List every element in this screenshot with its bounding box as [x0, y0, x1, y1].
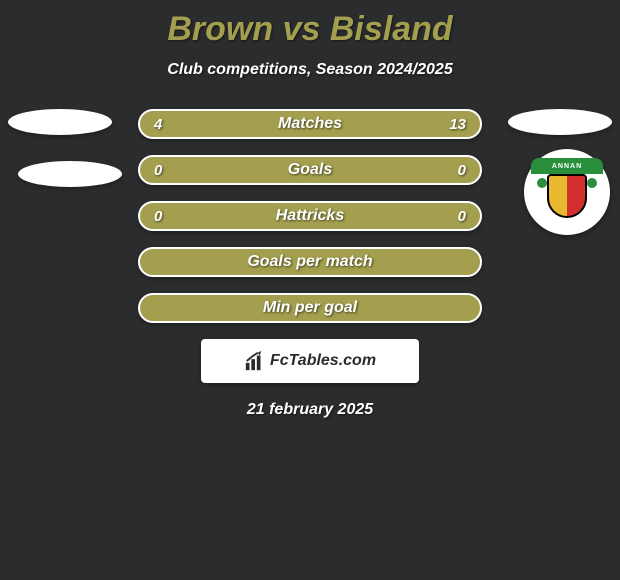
team-crest-right: ANNAN: [524, 149, 610, 235]
brand-text: FcTables.com: [270, 352, 376, 370]
stat-label: Goals: [288, 161, 332, 179]
chart-area: ANNAN 4 Matches 13 0 Goals 0 0 Hattricks…: [0, 109, 620, 419]
crest-banner: ANNAN: [531, 158, 603, 174]
stat-label: Goals per match: [247, 253, 372, 271]
stat-row-min-per-goal: Min per goal: [138, 293, 482, 323]
stat-left-value: 0: [154, 208, 162, 225]
player-left-avatar-1: [8, 109, 112, 135]
stat-row-goals-per-match: Goals per match: [138, 247, 482, 277]
player-left-avatar-2: [18, 161, 122, 187]
stat-left-value: 4: [154, 116, 162, 133]
stat-left-value: 0: [154, 162, 162, 179]
chart-icon: [244, 350, 266, 372]
stat-right-value: 0: [458, 162, 466, 179]
crest-graphic: ANNAN: [537, 162, 597, 222]
player-right-avatar-1: [508, 109, 612, 135]
widget-container: Brown vs Bisland Club competitions, Seas…: [0, 0, 620, 429]
stat-row-goals: 0 Goals 0: [138, 155, 482, 185]
date-label: 21 february 2025: [10, 401, 610, 419]
stat-row-hattricks: 0 Hattricks 0: [138, 201, 482, 231]
stat-right-value: 13: [449, 116, 466, 133]
brand-badge[interactable]: FcTables.com: [201, 339, 419, 383]
stat-label: Min per goal: [263, 299, 357, 317]
page-title: Brown vs Bisland: [0, 10, 620, 49]
crest-thistle-icon: [537, 178, 547, 188]
stat-right-value: 0: [458, 208, 466, 225]
stat-label: Hattricks: [276, 207, 344, 225]
page-subtitle: Club competitions, Season 2024/2025: [0, 61, 620, 79]
stat-bars: 4 Matches 13 0 Goals 0 0 Hattricks 0 Goa…: [138, 109, 482, 323]
stat-row-matches: 4 Matches 13: [138, 109, 482, 139]
crest-thistle-icon: [587, 178, 597, 188]
crest-shield-icon: [547, 174, 587, 218]
stat-label: Matches: [278, 115, 342, 133]
